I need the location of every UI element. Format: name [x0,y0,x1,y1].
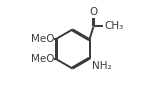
Text: NH₂: NH₂ [92,61,111,71]
Text: MeO: MeO [31,34,54,44]
Text: CH₃: CH₃ [104,21,124,31]
Text: MeO: MeO [31,54,54,64]
Text: O: O [89,7,98,17]
